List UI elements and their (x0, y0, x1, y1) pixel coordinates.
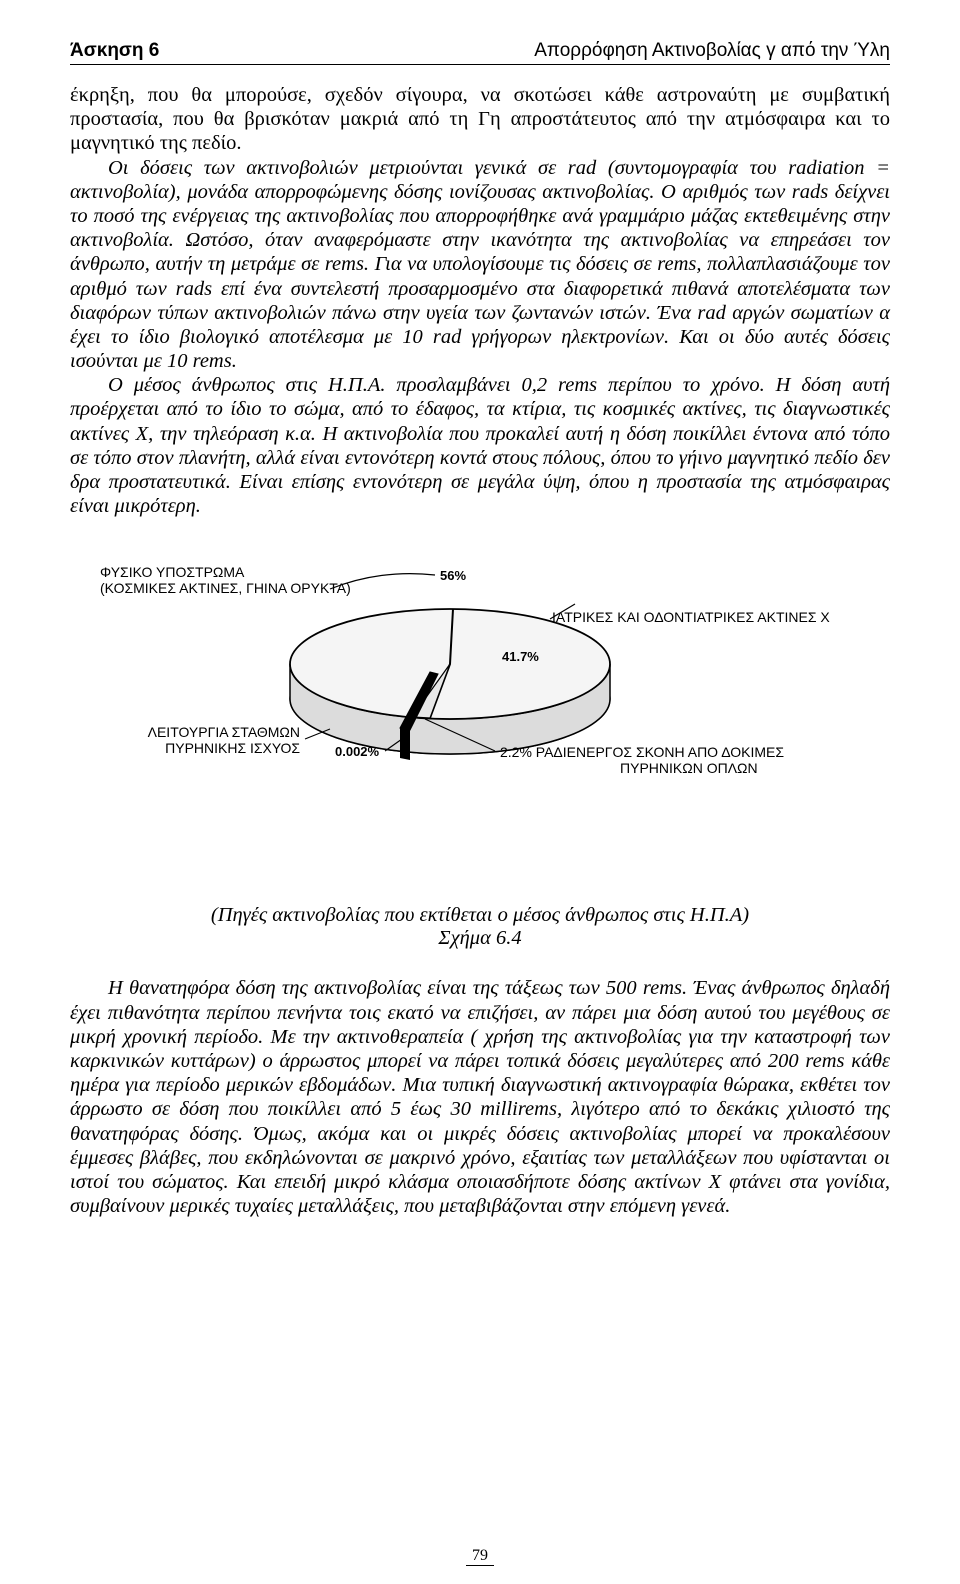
pie-pct-41: 41.7% (502, 649, 539, 664)
figure-caption-line2: Σχήμα 6.4 (70, 927, 890, 950)
pie-label-medical-xray: ΙΑΤΡΙΚΕΣ ΚΑΙ ΟΔΟΝΤΙΑΤΡΙΚΕΣ ΑΚΤΙΝΕΣ Χ (552, 609, 830, 625)
body-text-block-2: Η θανατηφόρα δόση της ακτινοβολίας είναι… (70, 976, 890, 1218)
pie-label-natural-bg: ΦΥΣΙΚΟ ΥΠΟΣΤΡΩΜΑ (ΚΟΣΜΙΚΕΣ ΑΚΤΙΝΕΣ, ΓΗΙΝ… (100, 564, 351, 596)
header-exercise: Άσκηση 6 (70, 40, 159, 62)
page-number: 79 (0, 1547, 960, 1566)
para-1-lead: έκρηξη, που θα μπορούσε, σχεδόν σίγουρα,… (70, 84, 890, 154)
pie-label-nuclear-power: ΛΕΙΤΟΥΡΓΙΑ ΣΤΑΘΜΩΝ ΠΥΡΗΝΙΚΗΣ ΙΣΧΥΟΣ (90, 724, 300, 756)
page: Άσκηση 6 Απορρόφηση Ακτινοβολίας γ από τ… (0, 0, 960, 1584)
header-title: Απορρόφηση Ακτινοβολίας γ από την Ύλη (534, 40, 890, 62)
pie-label-fallout: 2.2% ΡΑΔΙΕΝΕΡΓΟΣ ΣΚΟΝΗ ΑΠΟ ΔΟΚΙΜΕΣ ΠΥΡΗΝ… (500, 744, 784, 776)
pie-pct-0002: 0.002% (335, 744, 379, 759)
pie-pct-56: 56% (440, 568, 466, 583)
figure-caption-line1: (Πηγές ακτινοβολίας που εκτίθεται ο μέσο… (70, 904, 890, 927)
para-3-italic: Η θανατηφόρα δόση της ακτινοβολίας είναι… (70, 977, 890, 1217)
page-header: Άσκηση 6 Απορρόφηση Ακτινοβολίας γ από τ… (70, 40, 890, 65)
body-text-block-1: έκρηξη, που θα μπορούσε, σχεδόν σίγουρα,… (70, 83, 890, 518)
pie-svg (100, 554, 860, 834)
para-1-italic: Οι δόσεις των ακτινοβολιών μετριούνται γ… (70, 157, 890, 373)
para-2-italic: Ο μέσος άνθρωπος στις Η.Π.Α. προσλαμβάνε… (70, 374, 890, 517)
figure-pie-3d: ΦΥΣΙΚΟ ΥΠΟΣΤΡΩΜΑ (ΚΟΣΜΙΚΕΣ ΑΚΤΙΝΕΣ, ΓΗΙΝ… (100, 554, 860, 864)
